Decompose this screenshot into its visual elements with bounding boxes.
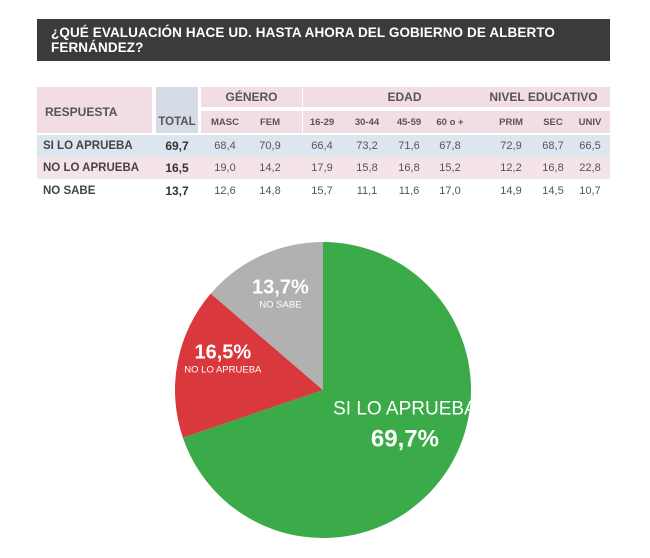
table-cell: 14,2: [259, 161, 281, 174]
subheader-bg: [201, 111, 302, 133]
group-header-label: EDAD: [387, 90, 422, 104]
subcolumn-header: 30-44: [354, 116, 380, 128]
results-table: GÉNERO MASC FEM EDAD 16-29 30-44 45-59 60 o + NI…: [37, 87, 610, 202]
row-divider: [37, 156, 610, 157]
pie-value-label: 16,5%: [194, 342, 251, 364]
subcolumn-header: FEM: [259, 116, 281, 128]
subheader-bg: [477, 111, 610, 133]
pie-value-label: 69,7%: [371, 426, 439, 453]
table-cell: 66,5: [579, 139, 601, 152]
table-cell: 12,2: [500, 161, 522, 174]
table-cell: 68,4: [214, 139, 236, 152]
subheader-bg: [303, 111, 506, 133]
row-label: NO LO APRUEBA: [43, 161, 140, 174]
pie-value-label: 13,7%: [252, 276, 309, 298]
pie-label: SI LO APRUEBA: [333, 399, 477, 420]
respuesta-header-bg: [37, 87, 152, 133]
table-cell: 10,7: [579, 184, 601, 197]
total-value: 69,7: [165, 138, 189, 153]
subcolumn-header: 45-59: [396, 116, 422, 128]
total-value: 13,7: [165, 183, 189, 198]
table-cell: 12,6: [214, 184, 236, 197]
table-cell: 17,9: [311, 161, 333, 174]
table-cell: 14,8: [259, 184, 281, 197]
table-cell: 11,1: [356, 184, 378, 197]
group-header-bg: [303, 87, 506, 107]
table-cell: 22,8: [579, 161, 601, 174]
table-cell: 16,8: [542, 161, 564, 174]
pie-label: NO LO APRUEBA: [184, 365, 262, 376]
subcolumn-header: PRIM: [499, 116, 523, 128]
subcolumn-header: SEC: [543, 116, 563, 128]
pie-label: NO SABE: [259, 299, 301, 310]
table-row-bg: [37, 157, 610, 178]
group-header-bg: [477, 87, 610, 107]
subcolumn-header: 16-29: [309, 116, 335, 128]
total-header-bg: [156, 87, 198, 133]
subcolumn-header: MASC: [211, 116, 239, 128]
table-cell: 19,0: [214, 161, 236, 174]
table-cell: 15,2: [439, 161, 461, 174]
total-value: 16,5: [165, 160, 189, 175]
respuesta-header: RESPUESTA: [45, 105, 118, 119]
subcolumn-header: 60 o +: [436, 116, 464, 128]
total-header: TOTAL: [158, 116, 196, 128]
subcolumn-header: UNIV: [578, 116, 602, 128]
row-label: SI LO APRUEBA: [43, 139, 133, 152]
table-cell: 16,8: [398, 161, 420, 174]
table-cell: 15,8: [356, 161, 378, 174]
table-cell: 11,6: [398, 184, 420, 197]
table-cell: 14,9: [500, 184, 522, 197]
table-cell: 73,2: [356, 139, 378, 152]
pie-slice-si-lo-aprueba: [182, 242, 472, 539]
row-label: NO SABE: [43, 184, 96, 197]
table-cell: 17,0: [439, 184, 461, 197]
page-title: ¿QUÉ EVALUACIÓN HACE UD. HASTA AHORA DEL…: [37, 19, 610, 61]
group-header-bg: [201, 87, 302, 107]
table-cell: 67,8: [439, 139, 461, 152]
table-row-bg: [37, 135, 610, 156]
pie-slice-no-sabe: [210, 242, 323, 390]
table-cell: 14,5: [542, 184, 564, 197]
row-divider: [37, 178, 610, 179]
pie-slice-no-lo-aprueba: [174, 293, 323, 438]
group-header-label: NIVEL EDUCATIVO: [489, 90, 598, 104]
table-cell: 66,4: [311, 139, 333, 152]
group-header-label: GÉNERO: [225, 90, 278, 104]
table-cell: 68,7: [542, 139, 564, 152]
table-cell: 71,6: [398, 139, 420, 152]
table-cell: 15,7: [311, 184, 333, 197]
table-cell: 72,9: [500, 139, 522, 152]
table-row-bg: [37, 180, 610, 201]
table-cell: 70,9: [259, 139, 281, 152]
